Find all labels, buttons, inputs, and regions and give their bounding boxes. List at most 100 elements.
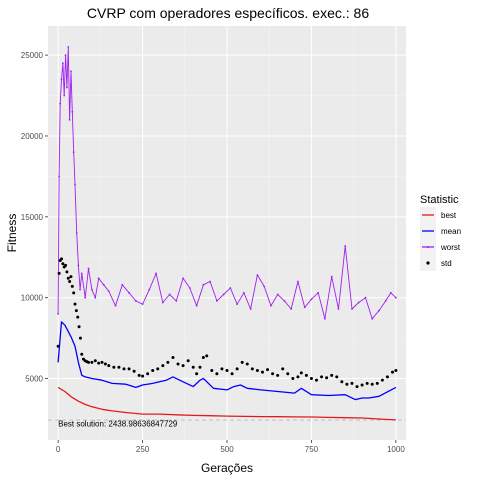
point-worst (59, 102, 62, 105)
point-worst (324, 317, 326, 320)
x-tick-label: 250 (136, 445, 150, 454)
point-std (76, 315, 80, 319)
point-std (66, 276, 70, 280)
y-tick-label: 25000 (21, 51, 44, 60)
point-worst (91, 288, 93, 291)
point-worst (74, 183, 76, 186)
point-worst (389, 291, 392, 294)
point-worst (290, 308, 293, 310)
point-std (385, 375, 389, 379)
series-std (56, 257, 398, 389)
point-std (87, 360, 91, 364)
point-std (191, 365, 195, 369)
point-std (375, 381, 379, 385)
point-std (93, 359, 97, 363)
y-axis: 5000 10000 15000 20000 25000 (21, 51, 48, 384)
point-std (330, 373, 334, 377)
point-std (394, 368, 398, 372)
point-worst (57, 312, 60, 315)
point-worst (182, 277, 184, 280)
y-tick-label: 10000 (21, 294, 44, 303)
point-worst (80, 272, 83, 275)
point-worst (114, 304, 117, 307)
point-worst (378, 309, 380, 312)
point-std (245, 362, 249, 366)
point-worst (63, 94, 66, 97)
point-std (250, 367, 254, 371)
point-std (137, 373, 141, 377)
point-worst (256, 274, 259, 276)
legend-key-point (426, 261, 430, 265)
point-std (276, 373, 280, 377)
point-std (56, 344, 60, 348)
point-worst (79, 288, 81, 291)
point-worst (121, 283, 124, 286)
best-solution-annotation: Best solution: 2438.98636847729 (58, 419, 178, 428)
point-worst (71, 110, 74, 113)
legend-label: best (441, 211, 457, 220)
y-axis-title: Fitness (5, 214, 19, 253)
point-std (340, 380, 344, 384)
point-std (72, 291, 76, 295)
legend-label: mean (441, 227, 461, 236)
point-std (132, 369, 136, 373)
point-worst (66, 86, 68, 89)
point-std (74, 309, 78, 313)
point-std (345, 382, 349, 386)
point-worst (371, 317, 374, 320)
point-std (57, 271, 61, 275)
point-std (230, 372, 234, 376)
series-line-worst (57, 46, 397, 320)
point-worst (209, 280, 212, 283)
point-worst (263, 285, 266, 288)
series-line-best (57, 386, 396, 421)
point-std (304, 373, 308, 377)
point-worst (283, 300, 286, 302)
series-worst (57, 46, 397, 320)
point-std (156, 367, 160, 371)
point-std (69, 275, 73, 279)
point-std (260, 370, 264, 374)
point-worst (77, 264, 80, 267)
point-worst (75, 232, 78, 234)
series-best (57, 386, 396, 421)
point-std (380, 378, 384, 382)
point-std (291, 377, 295, 381)
point-std (103, 362, 107, 366)
point-std (186, 359, 190, 363)
point-worst (188, 287, 191, 289)
point-std (166, 360, 170, 364)
point-worst (337, 308, 340, 310)
point-std (122, 367, 126, 371)
series-layer (56, 46, 398, 421)
point-std (370, 382, 374, 386)
x-axis-title: Gerações (201, 461, 253, 475)
point-worst (215, 300, 218, 302)
point-worst (97, 277, 100, 280)
point-std (281, 367, 285, 371)
point-worst (102, 283, 105, 286)
point-std (365, 381, 369, 385)
point-std (60, 257, 64, 261)
point-worst (249, 308, 252, 310)
point-std (315, 378, 318, 382)
point-worst (351, 308, 353, 310)
point-std (296, 375, 300, 379)
point-worst (68, 118, 71, 121)
point-worst (134, 300, 137, 302)
point-worst (84, 296, 87, 299)
point-std (235, 367, 239, 371)
point-std (90, 360, 94, 364)
legend-item-mean: mean (420, 223, 461, 239)
point-worst (72, 151, 75, 154)
y-tick-label: 15000 (21, 213, 44, 222)
legend-key-point (427, 246, 429, 248)
point-worst (364, 296, 367, 299)
point-worst (107, 290, 110, 293)
point-std (205, 354, 209, 358)
point-std (215, 372, 219, 376)
series-mean (57, 321, 397, 401)
point-std (78, 336, 82, 340)
point-std (360, 383, 364, 387)
